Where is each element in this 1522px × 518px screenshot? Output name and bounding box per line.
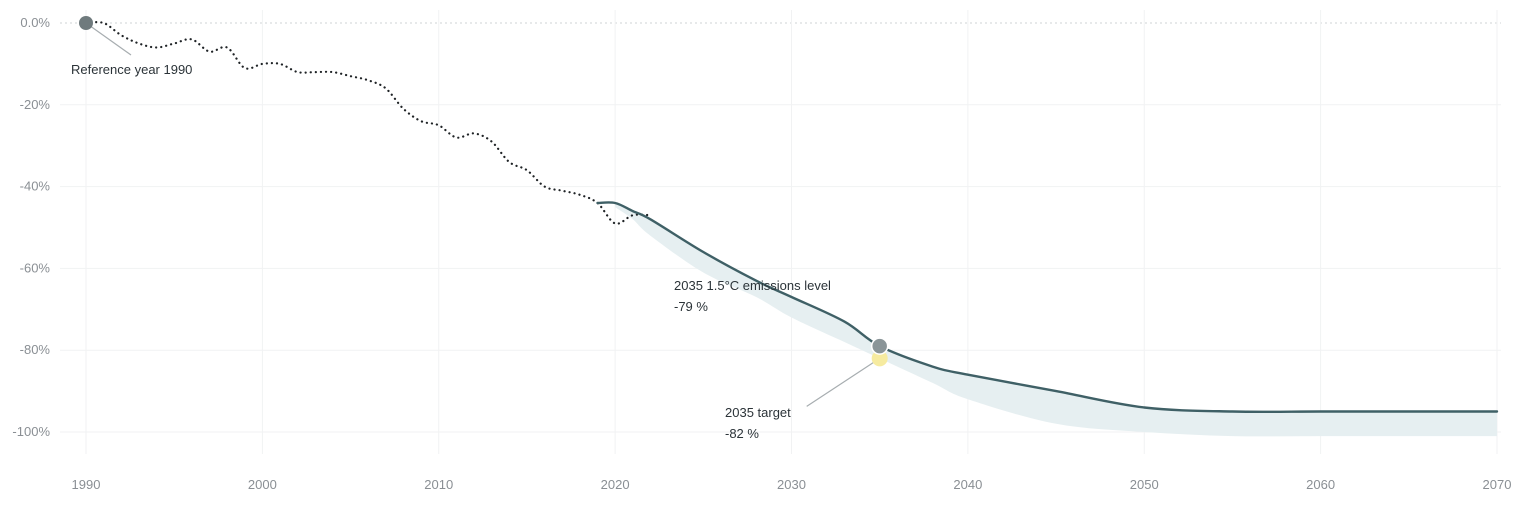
y-axis-ticks: 0.0% -20% -40% -60% -80% -100% [12, 15, 50, 439]
pathway-range-area [615, 203, 1497, 437]
x-axis-ticks: 1990 2000 2010 2020 2030 2040 2050 2060 2070 [72, 477, 1512, 492]
pathway-emissions-line [596, 201, 1499, 414]
reference-year-annotation-line: Reference year 1990 [71, 62, 192, 77]
x-tick-label: 2040 [953, 477, 982, 492]
annotation-leaders [85, 22, 881, 407]
y-tick-label: -80% [20, 342, 51, 357]
reference-year-marker [79, 16, 93, 30]
target-annotation-line: 2035 target [725, 405, 791, 420]
y-tick-label: -100% [12, 424, 50, 439]
y-tick-label: -40% [20, 179, 51, 194]
emissions-level-annotation-line: 2035 1.5°C emissions level [674, 278, 831, 293]
markers [79, 16, 889, 367]
x-tick-label: 1990 [72, 477, 101, 492]
x-tick-label: 2010 [424, 477, 453, 492]
x-tick-label: 2030 [777, 477, 806, 492]
x-tick-label: 2070 [1483, 477, 1512, 492]
pathway-range-band [615, 203, 1497, 437]
level-year-marker [870, 337, 889, 355]
x-tick-label: 2000 [248, 477, 277, 492]
annotations: Reference year 1990 2035 1.5°C emissions … [71, 62, 831, 441]
x-tick-label: 2020 [601, 477, 630, 492]
target-year-marker [871, 350, 888, 367]
x-tick-label: 2050 [1130, 477, 1159, 492]
series [84, 21, 1499, 414]
x-tick-label: 2060 [1306, 477, 1335, 492]
y-tick-label: 0.0% [20, 15, 50, 30]
y-tick-label: -60% [20, 260, 51, 275]
y-tick-label: -20% [20, 97, 51, 112]
emissions-level-annotation-line: -79 % [674, 299, 708, 314]
annotation-leader-line [85, 22, 132, 56]
target-annotation-line: -82 % [725, 426, 759, 441]
grid [60, 10, 1501, 454]
annotation-leader-line [806, 357, 881, 407]
historical-emissions-line [84, 21, 652, 225]
